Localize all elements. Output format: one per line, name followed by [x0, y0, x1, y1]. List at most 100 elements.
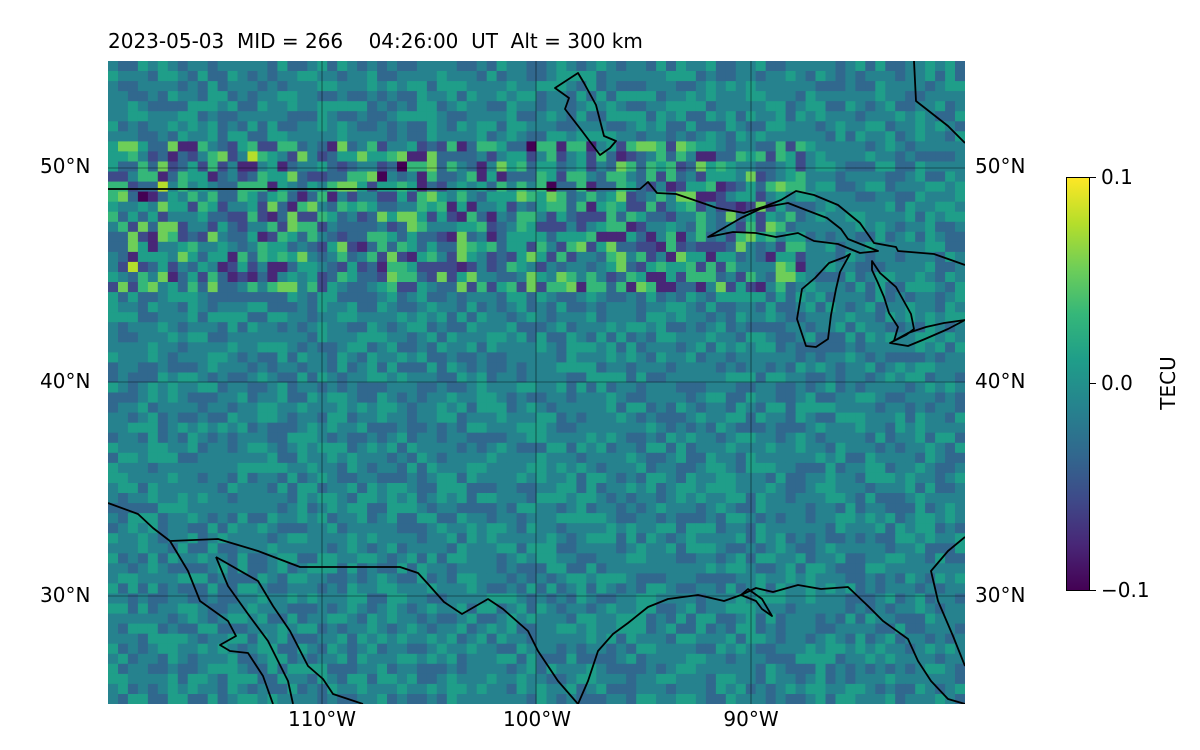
tec-cell [496, 121, 508, 132]
tec-cell [735, 462, 747, 474]
tec-cell [446, 623, 458, 635]
tec-cell [646, 432, 657, 444]
tec-cell [925, 171, 936, 183]
tec-cell [795, 382, 807, 394]
tec-cell [905, 302, 916, 313]
tec-cell [945, 573, 956, 584]
tec-cell [815, 472, 827, 484]
tec-cell [506, 241, 518, 253]
tec-cell [407, 71, 418, 82]
tec-cell [446, 272, 458, 283]
tec-cell [127, 101, 139, 112]
tec-cell [855, 121, 866, 132]
tec-cell [606, 101, 617, 112]
tec-cell [456, 452, 468, 464]
tec-cell [436, 91, 448, 102]
tec-cell [536, 81, 548, 92]
tec-cell [666, 583, 677, 594]
tec-cell [885, 523, 896, 534]
tec-cell [656, 312, 667, 323]
tec-cell [167, 593, 179, 605]
tec-cell [725, 121, 737, 132]
tec-cell [227, 402, 239, 414]
tec-cell [127, 71, 139, 82]
tec-cell [905, 71, 916, 82]
tec-cell [925, 593, 936, 605]
tec-cell [387, 171, 398, 183]
tec-cell [666, 322, 677, 333]
tec-cell [556, 221, 567, 233]
tec-cell [885, 312, 896, 323]
tec-cell [187, 272, 199, 283]
tec-cell [676, 503, 687, 514]
tec-cell [277, 493, 288, 504]
tec-cell [695, 523, 707, 534]
tec-cell [287, 422, 298, 434]
tec-cell [606, 583, 617, 594]
tec-cell [127, 302, 139, 313]
tec-cell [855, 292, 866, 303]
tec-cell [496, 563, 508, 574]
tec-cell [207, 483, 219, 494]
tec-cell [875, 191, 886, 203]
tec-cell [845, 563, 856, 574]
tec-cell [576, 462, 587, 474]
tec-cell [715, 432, 727, 444]
tec-cell [227, 101, 239, 112]
tec-cell [167, 553, 179, 564]
tec-cell [915, 523, 926, 534]
tec-cell [636, 483, 647, 494]
tec-cell [506, 282, 518, 293]
tec-cell [616, 352, 627, 363]
tec-cell [715, 332, 727, 343]
tec-cell [795, 282, 807, 293]
tec-cell [516, 261, 528, 273]
tec-cell [805, 272, 817, 283]
tec-cell [317, 362, 328, 373]
tec-cell [656, 442, 667, 454]
tec-cell [287, 302, 298, 313]
tec-cell [277, 111, 288, 122]
tec-cell [496, 272, 508, 283]
tec-cell [167, 523, 179, 534]
tec-cell [317, 472, 328, 484]
tec-cell [297, 322, 308, 333]
tec-cell [795, 392, 807, 404]
tec-cell [825, 593, 837, 605]
tec-cell [845, 623, 856, 635]
tec-cell [476, 322, 488, 333]
tec-cell [147, 231, 159, 243]
tec-cell [317, 322, 328, 333]
tec-cell [157, 261, 169, 273]
tec-cell [735, 272, 747, 283]
tec-cell [666, 111, 677, 122]
tec-cell [426, 292, 438, 303]
tec-cell [656, 352, 667, 363]
tec-cell [566, 533, 577, 544]
tec-cell [297, 312, 308, 323]
tec-cell [118, 121, 129, 132]
tec-cell [287, 412, 298, 424]
tec-cell [855, 543, 866, 554]
tec-cell [546, 493, 558, 504]
tec-cell [775, 231, 787, 243]
tec-cell [207, 412, 219, 424]
tec-cell [656, 613, 667, 625]
tec-cell [217, 412, 229, 424]
tec-cell [137, 302, 149, 313]
tec-cell [666, 141, 677, 152]
tec-cell [157, 332, 169, 343]
tec-cell [636, 452, 647, 464]
tec-cell [407, 121, 418, 132]
tec-cell [556, 151, 567, 162]
tec-cell [755, 372, 767, 384]
tec-cell [546, 483, 558, 494]
tec-cell [347, 151, 358, 162]
tec-cell [755, 161, 767, 173]
tec-cell [277, 553, 288, 564]
tec-cell [576, 322, 587, 333]
tec-cell [945, 493, 956, 504]
tec-cell [147, 261, 159, 273]
tec-cell [217, 613, 229, 625]
tec-cell [586, 563, 597, 574]
